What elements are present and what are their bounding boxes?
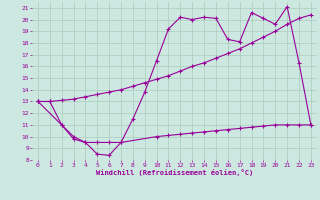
X-axis label: Windchill (Refroidissement éolien,°C): Windchill (Refroidissement éolien,°C): [96, 169, 253, 176]
